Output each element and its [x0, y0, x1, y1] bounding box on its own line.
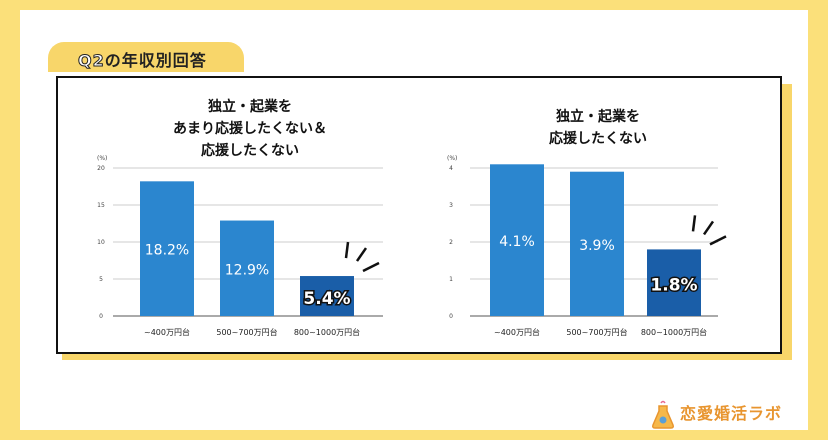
question-number: Q2	[78, 51, 105, 71]
bar	[300, 276, 354, 316]
y-axis-unit: (%)	[447, 155, 457, 162]
bar-value-label: 18.2%	[145, 243, 189, 259]
chart-title-line: 応援したくない	[201, 142, 299, 159]
emphasis-mark	[355, 247, 368, 262]
question-heading: Q2の年収別回答	[78, 47, 207, 71]
bar-value-label: 12.9%	[225, 262, 269, 278]
y-tick-label: 20	[97, 165, 105, 172]
x-tick-label: 800~1000万円台	[641, 327, 707, 337]
y-tick-label: 1	[449, 276, 453, 283]
chart-title-line: 独立・起業を	[556, 108, 640, 125]
question-title: の年収別回答	[104, 51, 207, 70]
question-tab	[48, 42, 244, 72]
y-tick-label: 0	[99, 313, 103, 320]
y-tick-label: 2	[449, 239, 453, 246]
bar	[570, 171, 624, 316]
y-tick-label: 0	[449, 313, 453, 320]
emphasis-mark	[702, 220, 715, 236]
x-tick-label: 500~700万円台	[216, 327, 277, 337]
bar-value-label: 5.4%	[303, 289, 350, 309]
chart-title-line: 応援したくない	[549, 130, 647, 147]
emphasis-mark	[709, 235, 727, 246]
x-tick-label: 800~1000万円台	[294, 327, 360, 337]
chart-title-line: あまり応援したくない＆	[173, 120, 327, 137]
brand-logo-text: 恋愛婚活ラボ	[680, 404, 783, 423]
y-tick-label: 15	[97, 202, 105, 209]
bar	[140, 181, 194, 316]
bar-value-label: 3.9%	[579, 238, 615, 254]
x-tick-label: 500~700万円台	[566, 327, 627, 337]
y-tick-label: 10	[97, 239, 105, 246]
y-tick-label: 5	[99, 276, 103, 283]
chart-title-line: 独立・起業を	[208, 98, 292, 115]
x-tick-label: ~400万円台	[144, 327, 190, 337]
y-tick-label: 3	[449, 202, 453, 209]
emphasis-mark	[691, 215, 697, 232]
x-tick-label: ~400万円台	[494, 327, 540, 337]
emphasis-mark	[362, 261, 380, 273]
y-tick-label: 4	[449, 165, 453, 172]
bar-value-label: 4.1%	[499, 234, 535, 250]
bar	[490, 164, 544, 316]
bar-value-label: 1.8%	[650, 276, 697, 296]
bar	[220, 220, 274, 316]
bar	[647, 249, 701, 316]
emphasis-mark	[344, 241, 350, 259]
flask-heart-icon	[652, 400, 674, 429]
y-axis-unit: (%)	[97, 155, 107, 162]
